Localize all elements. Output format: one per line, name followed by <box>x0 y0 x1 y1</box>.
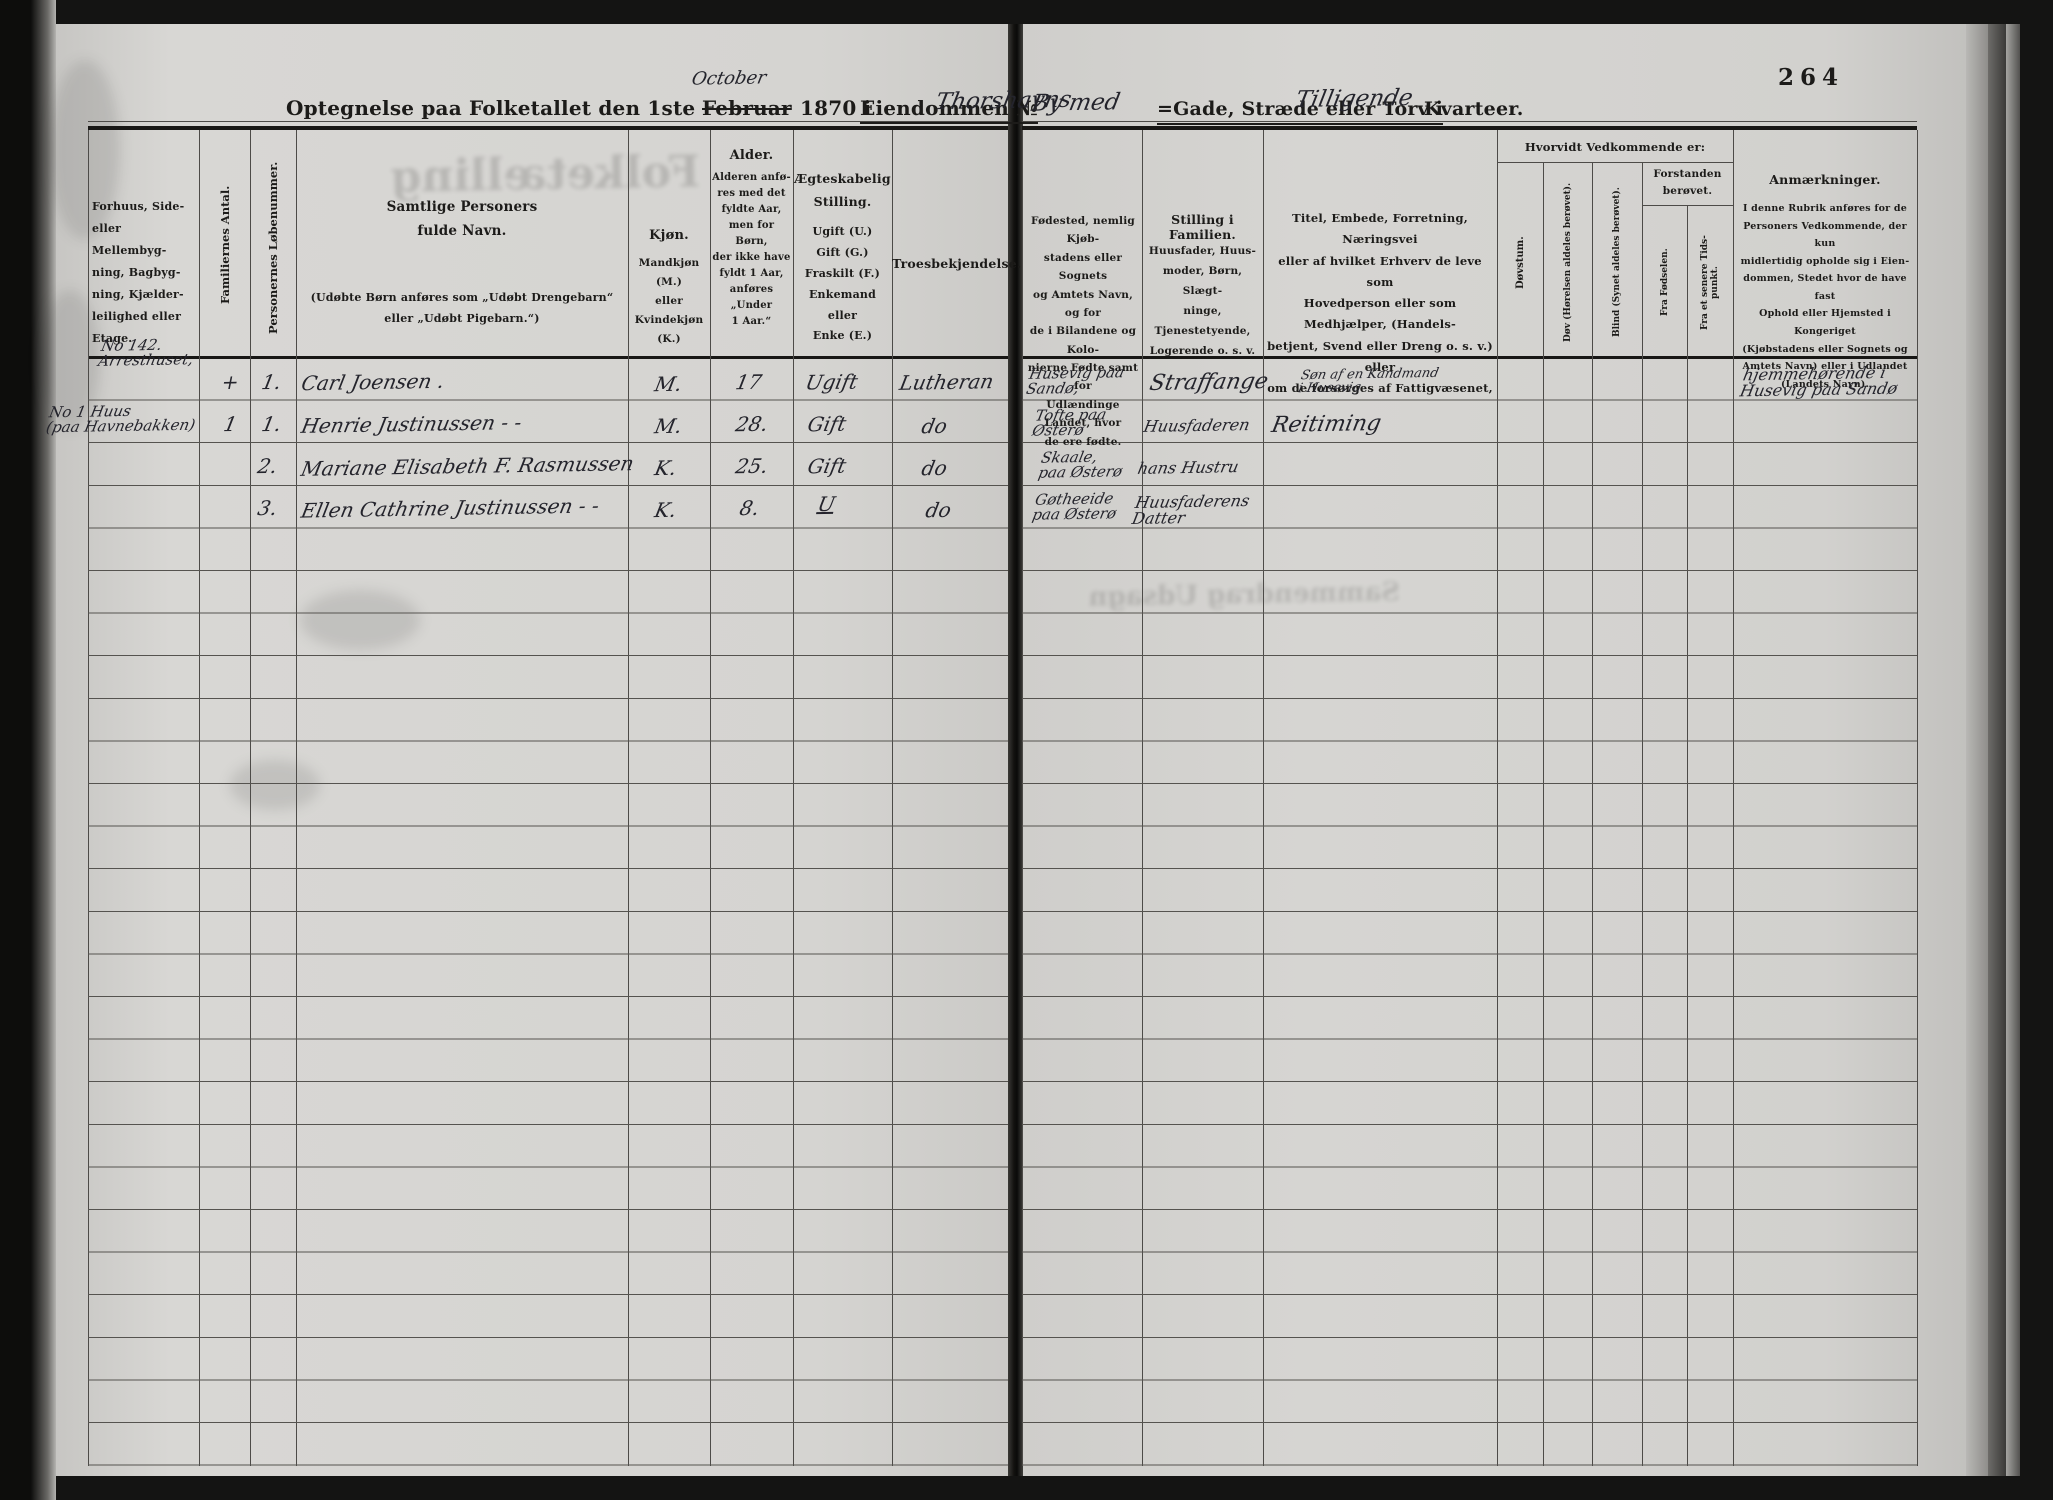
header-name: Samtlige Personers fulde Navn. <box>386 199 538 240</box>
cell-marital: Gift <box>805 411 849 437</box>
scan-border-bottom <box>0 1476 2053 1500</box>
page-number: 264 <box>1778 64 1845 91</box>
cell-birthplace: Tofte paa Østerø <box>1030 405 1109 440</box>
cell-birthplace: Husevig paa Sandø, <box>1024 363 1126 398</box>
cell-age: 28. <box>733 411 771 437</box>
cell-faith: do <box>919 455 950 481</box>
cell-marital: Gift <box>805 453 849 479</box>
header-age: Alder. <box>729 148 774 163</box>
title-part2: 1870 i <box>800 96 872 120</box>
header-person-number: Personernes Løbenummer. <box>250 140 296 355</box>
header-deaf: Døv (Hørelsen aldeles berøvet). <box>1543 168 1592 356</box>
rule <box>88 356 1008 359</box>
cell-name: Ellen Cathrine Justinussen - - <box>299 493 602 523</box>
header-name-sub: (Udøbte Børn anføres som „Udøbt Drengeba… <box>310 291 614 325</box>
page-stack-edge <box>2006 12 2020 1488</box>
cell-age: 17 <box>733 369 764 395</box>
cell-number: 2. <box>255 453 280 479</box>
header-family-position-sub: Huusfader, Huus- moder, Børn, Slægt- nin… <box>1148 245 1257 357</box>
header-families-count: Familiernes Antal. <box>199 140 250 350</box>
header-marital: Ægteskabelig Stilling. <box>794 171 891 209</box>
rule <box>1497 162 1733 163</box>
header-deaf-mute: Døvstum. <box>1497 170 1543 355</box>
cell-position: hans Hustru <box>1136 457 1241 478</box>
header-building: Forhuus, Side- eller Mellembyg- ning, Ba… <box>92 200 185 345</box>
title-part4: =Gade, Stræde eller Torv i <box>1157 98 1444 125</box>
header-marital-sub: Ugift (U.) Gift (G.) Fraskilt (F.) Enkem… <box>804 225 881 343</box>
cell-faith: Lutheran <box>897 369 996 395</box>
header-from-birth: Fra Fødselen. <box>1642 210 1687 355</box>
cell-number: 3. <box>255 495 280 521</box>
rule <box>88 126 1008 130</box>
header-birthplace: Fødested, nemlig Kjøb- stadens eller Sog… <box>1027 215 1139 448</box>
cell-name: Mariane Elisabeth F. Rasmussen <box>299 451 637 481</box>
cell-remark: hjemmehørende i Husevig paa Sandø <box>1738 362 1900 401</box>
cell-sex: M. <box>652 413 685 439</box>
title-part5: Kvarteer. <box>1424 98 1524 120</box>
page-stack-edge <box>1988 18 2006 1482</box>
cell-birthplace: Gøtheeide paa Østerø <box>1030 489 1118 524</box>
header-condition-group: Hvorvidt Vedkommende er: <box>1524 140 1706 154</box>
title-part3: Eiendommen № <box>860 96 1039 124</box>
cell-number: 1. <box>259 369 284 395</box>
header-person-number-label: Personernes Løbenummer. <box>266 161 280 334</box>
scan-border-left <box>0 0 56 1500</box>
rule <box>1022 126 1917 130</box>
handwritten-quarter: Tilligende <box>1293 84 1416 114</box>
cell-building: No 142. Arresthuset, <box>96 335 196 370</box>
center-fold <box>1008 24 1023 1476</box>
cell-occupation: Reitiming <box>1269 411 1384 438</box>
cell-building: No 1 Huus (paa Havnebakken) <box>44 401 197 437</box>
cell-sex: K. <box>652 455 679 481</box>
header-from-later-label: Fra et senere Tids- punkt. <box>1700 235 1720 330</box>
header-from-birth-label: Fra Fødselen. <box>1659 248 1670 317</box>
paper-blemish <box>50 60 120 240</box>
cell-faith: do <box>923 497 954 523</box>
column-divider <box>1917 130 1918 1466</box>
header-remarks-sub: I denne Rubrik anføres for de Personers … <box>1740 203 1910 390</box>
header-from-later: Fra et senere Tids- punkt. <box>1687 210 1733 355</box>
rule <box>1022 121 1917 122</box>
handwritten-month: October <box>689 67 768 90</box>
header-sex-sub: Mandkjøn (M.) eller Kvindekjøn (K.) <box>634 257 704 345</box>
title-part1: Optegnelse paa Folketallet den 1ste <box>286 96 696 120</box>
cell-sex: M. <box>652 371 685 397</box>
cell-age: 25. <box>733 453 771 479</box>
cell-faith: do <box>919 413 950 439</box>
rule <box>88 121 1008 122</box>
cell-position: Huusfaderen <box>1142 415 1252 436</box>
cell-sex: K. <box>652 497 679 523</box>
header-insane-group: Forstanden berøvet. <box>1653 168 1722 197</box>
cell-name: Henrie Justinussen - - <box>299 410 524 438</box>
rule <box>1642 205 1733 206</box>
cell-occupation: Søn af en Kandmand i Husevig <box>1297 365 1441 397</box>
header-occupation: Titel, Embede, Forretning, Næringsvei el… <box>1267 211 1493 396</box>
header-remarks: Anmærkninger. <box>1769 172 1881 187</box>
scanner-background <box>2020 0 2053 1500</box>
page-stack-edge <box>1966 24 1988 1476</box>
scan-border-top <box>0 0 2053 24</box>
header-sex: Kjøn. <box>649 228 689 243</box>
cell-marital: Ugift <box>803 369 860 395</box>
title-struck-month: Februar <box>702 96 792 120</box>
header-family-position: Stilling i Familien. <box>1169 212 1236 242</box>
ruled-rows-left <box>88 358 1008 1466</box>
cell-age: 8. <box>737 495 762 521</box>
cell-position: Huusfaderens Datter <box>1130 491 1252 528</box>
header-blind-label: Blind (Synet aldeles berøvet). <box>1612 187 1622 337</box>
header-age-sub: Alderen anfø- res med det fyldte Aar, me… <box>712 172 791 327</box>
cell-birthplace: Skaale, paa Østerø <box>1036 447 1124 482</box>
cell-position: Straffange <box>1147 368 1271 397</box>
rule <box>1022 356 1917 359</box>
header-faith: Troesbekjendelse. <box>892 256 1022 271</box>
header-deaf-label: Døv (Hørelsen aldeles berøvet). <box>1562 182 1573 342</box>
ruled-rows-right <box>1022 358 1917 1466</box>
cell-name: Carl Joensen . <box>299 368 447 396</box>
header-families-count-label: Familiernes Antal. <box>217 185 232 305</box>
handwritten-by: By med <box>1029 89 1123 117</box>
header-blind: Blind (Synet aldeles berøvet). <box>1592 168 1642 356</box>
cell-number: 1. <box>259 411 284 437</box>
header-deaf-mute-label: Døvstum. <box>1514 236 1526 289</box>
